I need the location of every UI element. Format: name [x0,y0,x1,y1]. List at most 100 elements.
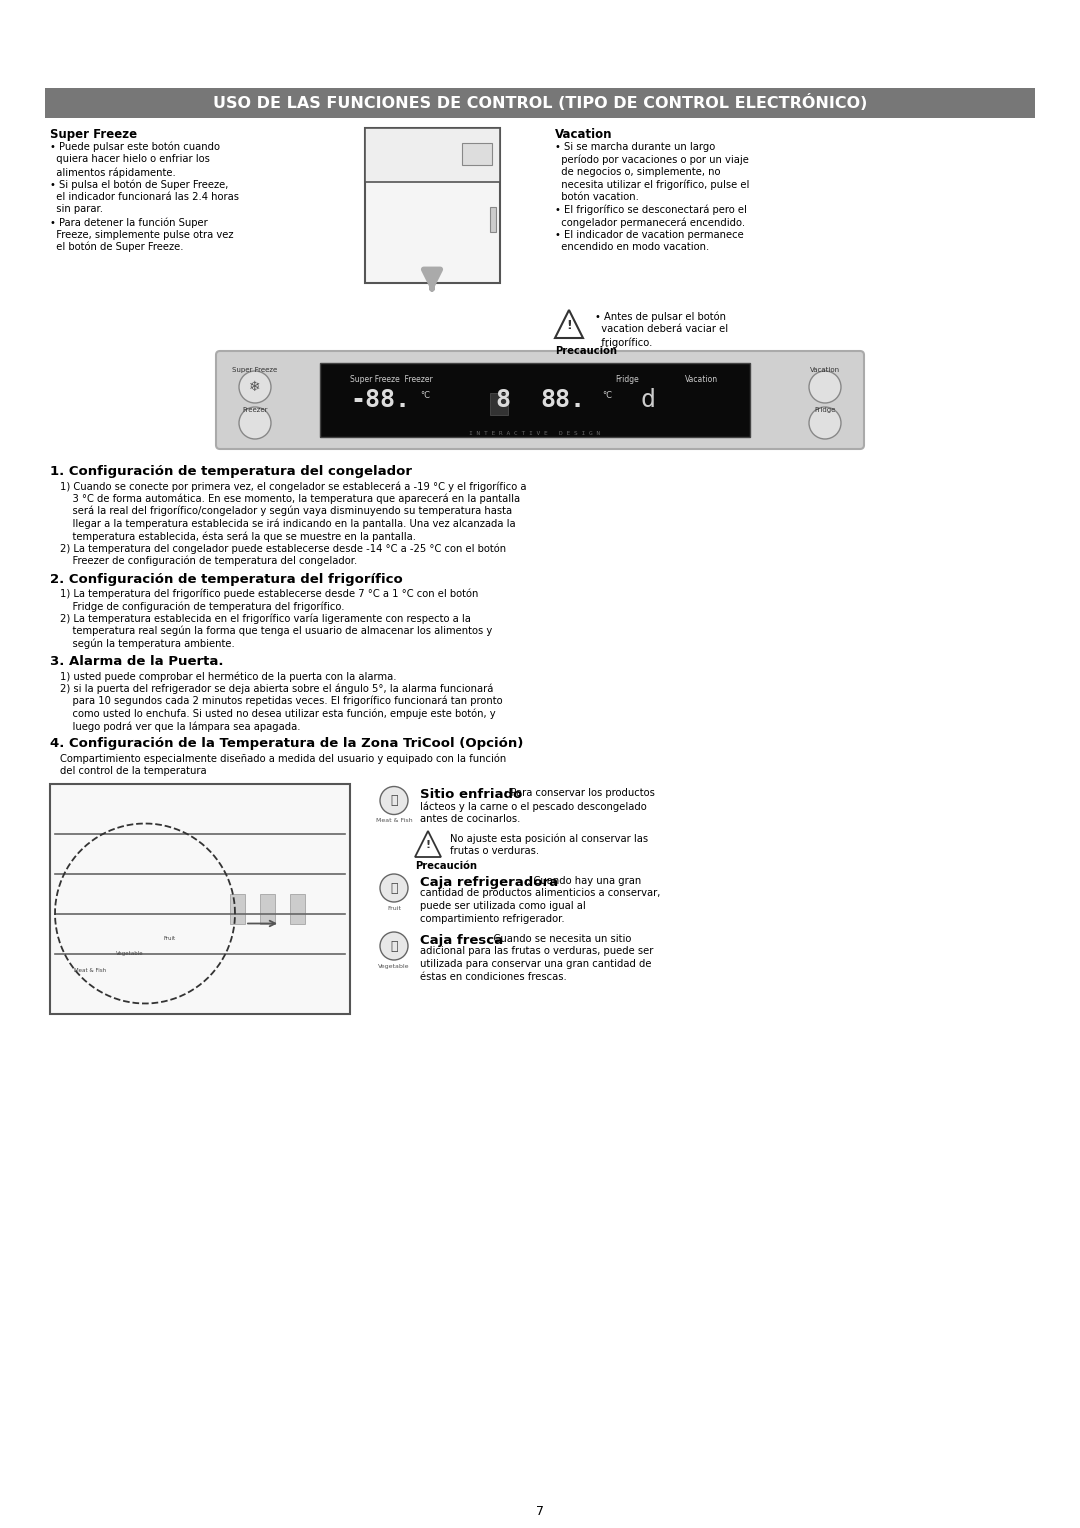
Text: • Puede pulsar este botón cuando: • Puede pulsar este botón cuando [50,142,220,153]
Text: USO DE LAS FUNCIONES DE CONTROL (TIPO DE CONTROL ELECTRÓNICO): USO DE LAS FUNCIONES DE CONTROL (TIPO DE… [213,95,867,112]
Bar [490,206,496,232]
Text: !: ! [566,319,572,332]
Text: el botón de Super Freeze.: el botón de Super Freeze. [50,241,184,252]
Text: quiera hacer hielo o enfriar los: quiera hacer hielo o enfriar los [50,154,210,165]
Text: • Para detener la función Super: • Para detener la función Super [50,217,207,228]
Text: período por vacaciones o por un viaje: período por vacaciones o por un viaje [555,154,748,165]
Text: 1. Configuración de temperatura del congelador: 1. Configuración de temperatura del cong… [50,465,411,478]
Bar [462,144,492,165]
Bar [291,894,305,923]
Text: • El indicador de vacation permanece: • El indicador de vacation permanece [555,229,744,240]
Text: Fridge: Fridge [615,374,638,384]
Bar [50,784,350,1013]
Text: compartimiento refrigerador.: compartimiento refrigerador. [420,914,565,923]
Text: Super Freeze: Super Freeze [232,367,278,373]
Text: 8: 8 [495,388,510,413]
Circle shape [239,371,271,403]
Text: temperatura real según la forma que tenga el usuario de almacenar los alimentos : temperatura real según la forma que teng… [60,626,492,637]
Text: Caja refrigeradora: Caja refrigeradora [420,876,558,889]
Bar [490,393,508,416]
Text: 🐟: 🐟 [390,795,397,807]
Text: Compartimiento especialmente diseñado a medida del usuario y equipado con la fun: Compartimiento especialmente diseñado a … [60,753,507,764]
Text: del control de la temperatura: del control de la temperatura [60,766,206,776]
Text: 1) Cuando se conecte por primera vez, el congelador se establecerá a -19 °C y el: 1) Cuando se conecte por primera vez, el… [60,481,527,492]
Text: 2) si la puerta del refrigerador se deja abierta sobre el ángulo 5°, la alarma f: 2) si la puerta del refrigerador se deja… [60,683,494,694]
Text: Vacation: Vacation [555,128,612,141]
Text: alimentos rápidamente.: alimentos rápidamente. [50,167,176,177]
Text: éstas en condiciones frescas.: éstas en condiciones frescas. [420,972,567,981]
Text: Freeze, simplemente pulse otra vez: Freeze, simplemente pulse otra vez [50,229,233,240]
Text: como usted lo enchufa. Si usted no desea utilizar esta función, empuje este botó: como usted lo enchufa. Si usted no desea… [60,709,496,720]
Text: llegar a la temperatura establecida se irá indicando en la pantalla. Una vez alc: llegar a la temperatura establecida se i… [60,518,515,529]
Text: Fruit: Fruit [387,906,401,911]
Circle shape [380,874,408,902]
Text: 3. Alarma de la Puerta.: 3. Alarma de la Puerta. [50,656,224,668]
Text: frutas o verduras.: frutas o verduras. [450,847,539,857]
Text: 1) usted puede comprobar el hermético de la puerta con la alarma.: 1) usted puede comprobar el hermético de… [60,671,396,681]
Text: de negocios o, simplemente, no: de negocios o, simplemente, no [555,167,720,177]
Text: 🥬: 🥬 [390,940,397,952]
Text: d: d [640,388,654,413]
Text: Precaución: Precaución [555,345,617,356]
Bar [230,894,245,923]
Text: Caja fresca: Caja fresca [420,934,503,947]
Text: • Si se marcha durante un largo: • Si se marcha durante un largo [555,142,715,151]
Circle shape [239,406,271,439]
Text: Freezer de configuración de temperatura del congelador.: Freezer de configuración de temperatura … [60,556,357,567]
Text: frigorífico.: frigorífico. [595,338,652,347]
Text: el indicador funcionará las 2.4 horas: el indicador funcionará las 2.4 horas [50,193,239,202]
Text: Freezer: Freezer [242,406,268,413]
Text: No ajuste esta posición al conservar las: No ajuste esta posición al conservar las [450,834,648,845]
Text: • El frigorífico se desconectará pero el: • El frigorífico se desconectará pero el [555,205,747,215]
Text: °C: °C [602,391,612,400]
Text: 1) La temperatura del frigorífico puede establecerse desde 7 °C a 1 °C con el bo: 1) La temperatura del frigorífico puede … [60,588,478,599]
Polygon shape [555,310,583,338]
Text: Vacation: Vacation [685,374,718,384]
Text: 2) La temperatura establecida en el frigorífico varía ligeramente con respecto a: 2) La temperatura establecida en el frig… [60,614,471,623]
Text: será la real del frigorífico/congelador y según vaya disminuyendo su temperatura: será la real del frigorífico/congelador … [60,506,512,516]
Text: botón vacation.: botón vacation. [555,193,639,202]
Bar [365,128,500,283]
Text: Meat & Fish: Meat & Fish [376,819,413,824]
Text: • Antes de pulsar el botón: • Antes de pulsar el botón [595,312,726,322]
Text: utilizada para conservar una gran cantidad de: utilizada para conservar una gran cantid… [420,960,651,969]
Text: 4. Configuración de la Temperatura de la Zona TriCool (Opción): 4. Configuración de la Temperatura de la… [50,738,524,750]
Text: congelador permanecerá encendido.: congelador permanecerá encendido. [555,217,745,228]
Bar [45,89,1035,118]
Text: antes de cocinarlos.: antes de cocinarlos. [420,813,521,824]
Text: Sitio enfriado: Sitio enfriado [420,788,523,802]
Text: 2. Configuración de temperatura del frigorífico: 2. Configuración de temperatura del frig… [50,573,403,585]
Text: para 10 segundos cada 2 minutos repetidas veces. El frigorífico funcionará tan p: para 10 segundos cada 2 minutos repetida… [60,695,502,706]
Text: : Cuando se necesita un sitio: : Cuando se necesita un sitio [484,934,631,944]
Text: -88.: -88. [350,388,410,413]
Bar [260,894,275,923]
Polygon shape [415,831,441,857]
FancyBboxPatch shape [216,351,864,449]
Circle shape [380,932,408,960]
Text: Vegetable: Vegetable [378,964,409,969]
Text: lácteos y la carne o el pescado descongelado: lácteos y la carne o el pescado desconge… [420,801,647,811]
Text: necesita utilizar el frigorífico, pulse el: necesita utilizar el frigorífico, pulse … [555,179,750,189]
Text: temperatura establecida, ésta será la que se muestre en la pantalla.: temperatura establecida, ésta será la qu… [60,532,416,541]
Text: Super Freeze: Super Freeze [50,128,137,141]
Text: Super Freeze  Freezer: Super Freeze Freezer [350,374,433,384]
Text: 🍇: 🍇 [390,882,397,894]
Text: 3 °C de forma automática. En ese momento, la temperatura que aparecerá en la pan: 3 °C de forma automática. En ese momento… [60,494,521,504]
Text: Fridge de configuración de temperatura del frigorífico.: Fridge de configuración de temperatura d… [60,601,345,611]
Text: sin parar.: sin parar. [50,205,103,214]
Text: 2) La temperatura del congelador puede establecerse desde -14 °C a -25 °C con el: 2) La temperatura del congelador puede e… [60,544,507,555]
Text: adicional para las frutas o verduras, puede ser: adicional para las frutas o verduras, pu… [420,946,653,957]
Circle shape [380,787,408,814]
Text: Vegetable: Vegetable [117,952,144,957]
Text: Meat & Fish: Meat & Fish [73,969,106,973]
Text: !: ! [426,840,431,850]
Text: 88.: 88. [540,388,585,413]
Text: encendido en modo vacation.: encendido en modo vacation. [555,241,710,252]
Text: según la temperatura ambiente.: según la temperatura ambiente. [60,639,234,649]
Text: Vacation: Vacation [810,367,840,373]
Text: luego podrá ver que la lámpara sea apagada.: luego podrá ver que la lámpara sea apaga… [60,721,300,732]
Circle shape [809,371,841,403]
Text: Fruit: Fruit [164,937,176,941]
Text: I N T E R A C T I V E   D E S I G N: I N T E R A C T I V E D E S I G N [470,431,600,435]
Text: : Para conservar los productos: : Para conservar los productos [501,788,656,799]
